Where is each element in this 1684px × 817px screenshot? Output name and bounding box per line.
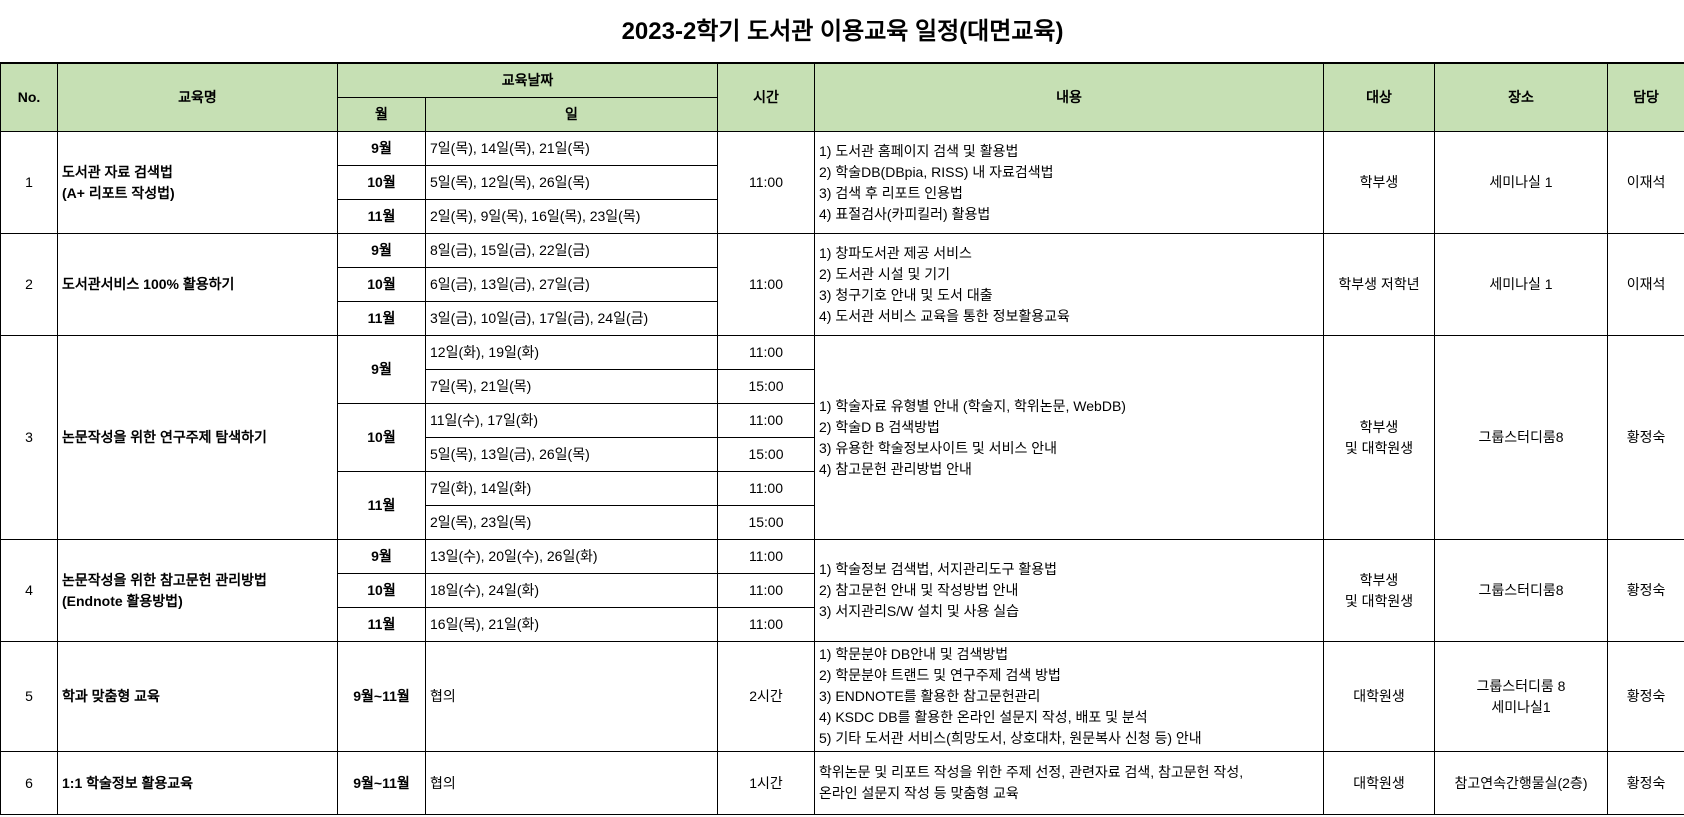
course-name: 1:1 학술정보 활용교육 bbox=[57, 751, 338, 815]
days: 8일(금), 15일(금), 22일(금) bbox=[425, 233, 718, 268]
content: 1) 학문분야 DB안내 및 검색방법 2) 학문분야 트랜드 및 연구주제 검… bbox=[814, 641, 1324, 752]
time: 11:00 bbox=[717, 573, 815, 608]
course-name: 논문작성을 위한 연구주제 탐색하기 bbox=[57, 335, 338, 540]
manager: 황정숙 bbox=[1606, 641, 1684, 752]
header-target: 대상 bbox=[1323, 62, 1435, 132]
header-date: 교육날짜 bbox=[337, 62, 718, 98]
manager: 이재석 bbox=[1606, 131, 1684, 234]
row-no: 2 bbox=[0, 233, 58, 336]
month: 11월 bbox=[337, 301, 426, 336]
time: 11:00 bbox=[717, 335, 815, 370]
target: 학부생 저학년 bbox=[1323, 233, 1435, 336]
days: 5일(목), 13일(금), 26일(목) bbox=[425, 437, 718, 472]
time: 11:00 bbox=[717, 607, 815, 642]
days: 12일(화), 19일(화) bbox=[425, 335, 718, 370]
place: 참고연속간행물실(2층) bbox=[1434, 751, 1608, 815]
days: 11일(수), 17일(화) bbox=[425, 403, 718, 438]
target: 대학원생 bbox=[1323, 751, 1435, 815]
month: 10월 bbox=[337, 165, 426, 200]
days: 7일(목), 14일(목), 21일(목) bbox=[425, 131, 718, 166]
content: 1) 학술정보 검색법, 서지관리도구 활용법 2) 참고문헌 안내 및 작성방… bbox=[814, 539, 1324, 642]
month: 11월 bbox=[337, 471, 426, 540]
days: 7일(화), 14일(화) bbox=[425, 471, 718, 506]
header-content: 내용 bbox=[814, 62, 1324, 132]
content: 1) 창파도서관 제공 서비스 2) 도서관 시설 및 기기 3) 청구기호 안… bbox=[814, 233, 1324, 336]
days: 6일(금), 13일(금), 27일(금) bbox=[425, 267, 718, 302]
target: 대학원생 bbox=[1323, 641, 1435, 752]
place: 세미나실 1 bbox=[1434, 131, 1608, 234]
place: 그룹스터디룸8 bbox=[1434, 539, 1608, 642]
content: 학위논문 및 리포트 작성을 위한 주제 선정, 관련자료 검색, 참고문헌 작… bbox=[814, 751, 1324, 815]
header-name: 교육명 bbox=[57, 62, 338, 132]
header-time: 시간 bbox=[717, 62, 815, 132]
course-name: 도서관서비스 100% 활용하기 bbox=[57, 233, 338, 336]
row-no: 3 bbox=[0, 335, 58, 540]
content: 1) 학술자료 유형별 안내 (학술지, 학위논문, WebDB) 2) 학술D… bbox=[814, 335, 1324, 540]
days: 13일(수), 20일(수), 26일(화) bbox=[425, 539, 718, 574]
time: 11:00 bbox=[717, 403, 815, 438]
days: 협의 bbox=[425, 641, 718, 752]
header-day: 일 bbox=[425, 97, 718, 132]
manager: 황정숙 bbox=[1606, 539, 1684, 642]
header-manager: 담당 bbox=[1606, 62, 1684, 132]
month: 9월 bbox=[337, 233, 426, 268]
page-title: 2023-2학기 도서관 이용교육 일정(대면교육) bbox=[0, 0, 1684, 64]
month: 10월 bbox=[337, 403, 426, 472]
days: 협의 bbox=[425, 751, 718, 815]
row-no: 4 bbox=[0, 539, 58, 642]
days: 3일(금), 10일(금), 17일(금), 24일(금) bbox=[425, 301, 718, 336]
place: 그룹스터디룸8 bbox=[1434, 335, 1608, 540]
target: 학부생 및 대학원생 bbox=[1323, 539, 1435, 642]
row-no: 1 bbox=[0, 131, 58, 234]
days: 2일(목), 9일(목), 16일(목), 23일(목) bbox=[425, 199, 718, 234]
target: 학부생 bbox=[1323, 131, 1435, 234]
month: 9월 bbox=[337, 131, 426, 166]
time: 11:00 bbox=[717, 233, 815, 336]
header-no: No. bbox=[0, 62, 58, 132]
days: 5일(목), 12일(목), 26일(목) bbox=[425, 165, 718, 200]
row-no: 6 bbox=[0, 751, 58, 815]
course-name: 학과 맞춤형 교육 bbox=[57, 641, 338, 752]
header-place: 장소 bbox=[1434, 62, 1608, 132]
month: 9월~11월 bbox=[337, 751, 426, 815]
days: 16일(목), 21일(화) bbox=[425, 607, 718, 642]
time: 15:00 bbox=[717, 505, 815, 540]
time: 15:00 bbox=[717, 437, 815, 472]
place: 그룹스터디룸 8 세미나실1 bbox=[1434, 641, 1608, 752]
days: 2일(목), 23일(목) bbox=[425, 505, 718, 540]
manager: 황정숙 bbox=[1606, 751, 1684, 815]
time: 11:00 bbox=[717, 131, 815, 234]
month: 9월 bbox=[337, 539, 426, 574]
month: 10월 bbox=[337, 267, 426, 302]
month: 9월 bbox=[337, 335, 426, 404]
place: 세미나실 1 bbox=[1434, 233, 1608, 336]
time: 15:00 bbox=[717, 369, 815, 404]
course-name: 도서관 자료 검색법 (A+ 리포트 작성법) bbox=[57, 131, 338, 234]
days: 7일(목), 21일(목) bbox=[425, 369, 718, 404]
month: 9월~11월 bbox=[337, 641, 426, 752]
month: 10월 bbox=[337, 573, 426, 608]
time: 11:00 bbox=[717, 539, 815, 574]
row-no: 5 bbox=[0, 641, 58, 752]
time: 2시간 bbox=[717, 641, 815, 752]
header-month: 월 bbox=[337, 97, 426, 132]
manager: 황정숙 bbox=[1606, 335, 1684, 540]
month: 11월 bbox=[337, 607, 426, 642]
month: 11월 bbox=[337, 199, 426, 234]
manager: 이재석 bbox=[1606, 233, 1684, 336]
days: 18일(수), 24일(화) bbox=[425, 573, 718, 608]
target: 학부생 및 대학원생 bbox=[1323, 335, 1435, 540]
time: 1시간 bbox=[717, 751, 815, 815]
content: 1) 도서관 홈페이지 검색 및 활용법 2) 학술DB(DBpia, RISS… bbox=[814, 131, 1324, 234]
time: 11:00 bbox=[717, 471, 815, 506]
course-name: 논문작성을 위한 참고문헌 관리방법 (Endnote 활용방법) bbox=[57, 539, 338, 642]
